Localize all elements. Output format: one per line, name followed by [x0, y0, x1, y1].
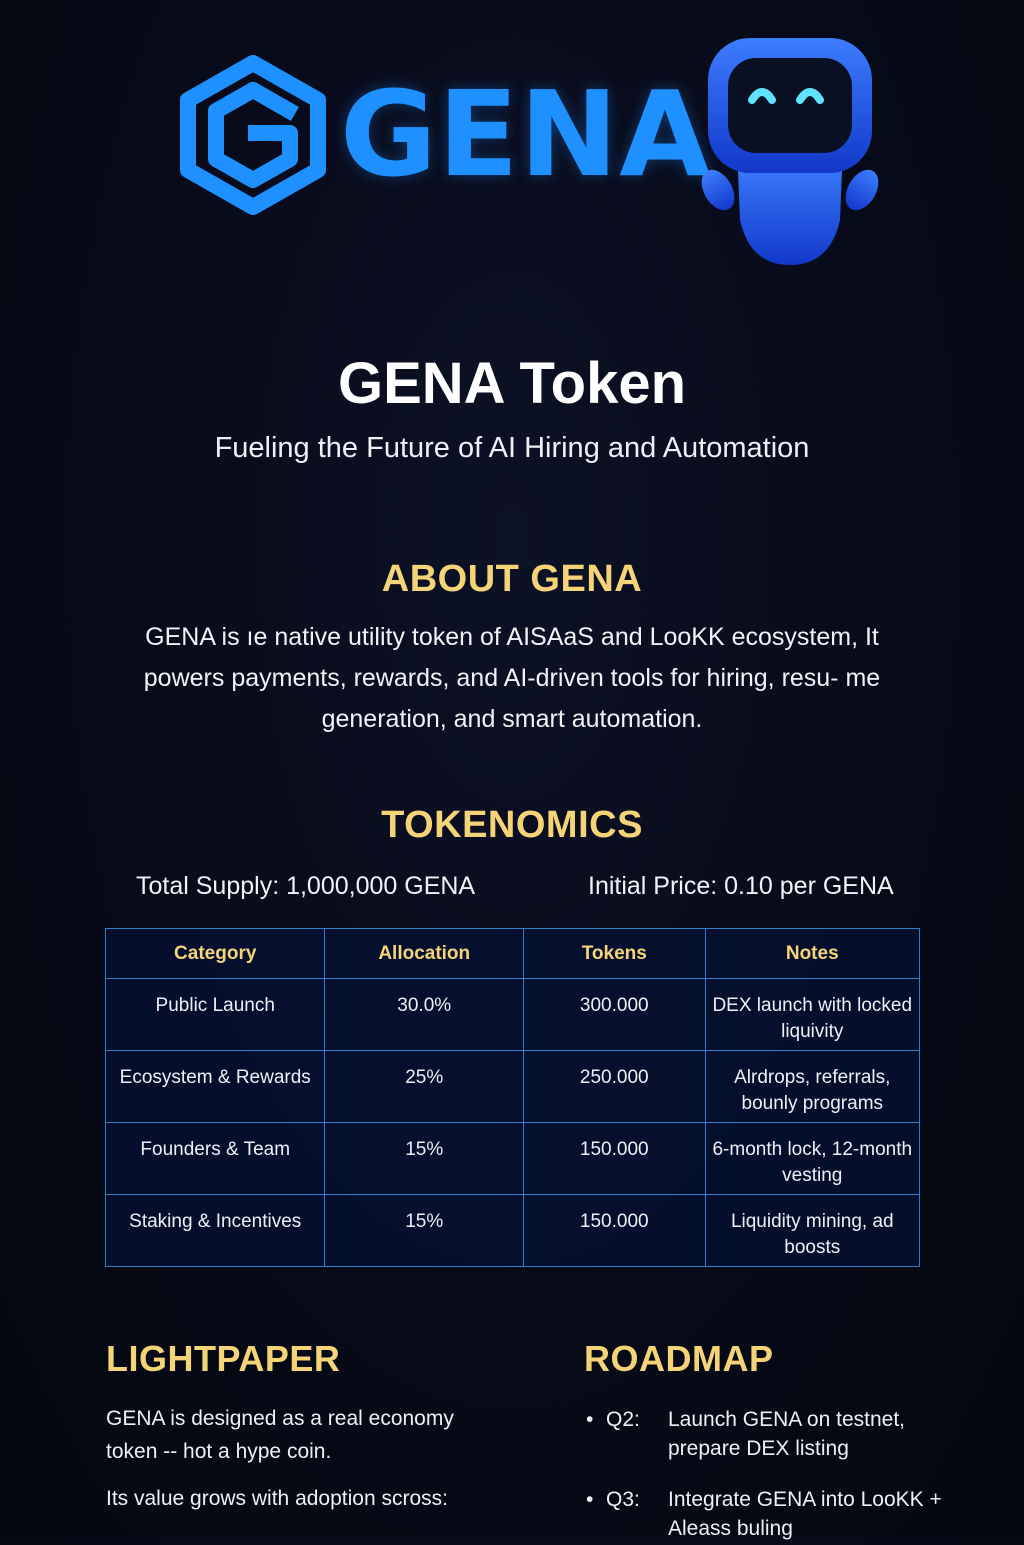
cell-notes: DEX launch with locked liquivity — [704, 978, 921, 1051]
table-row: Founders & Team 15% 150.000 6-month lock… — [104, 1122, 921, 1195]
lightpaper-heading: LIGHTPAPER — [106, 1338, 341, 1379]
roadmap-heading: ROADMAP — [584, 1338, 774, 1379]
table-row: Ecosystem & Rewards 25% 250.000 Alrdrops… — [104, 1050, 921, 1123]
roadmap-quarter: Q2: — [606, 1408, 640, 1431]
hero-title: GENA Token — [337, 351, 687, 416]
table-row: Staking & Incentives 15% 150.000 Liquidi… — [104, 1194, 921, 1267]
header-category: Category — [104, 928, 326, 979]
bullet-icon: • — [586, 1408, 594, 1431]
initial-price: Initial Price: 0.10 per GENA — [588, 872, 894, 900]
cell-tokens: 150.000 — [523, 1122, 706, 1195]
brand-wordmark: GENA — [340, 65, 712, 203]
cell-category: Founders & Team — [104, 1122, 326, 1195]
table-row: Public Launch 30.0% 300.000 DEX launch w… — [104, 978, 921, 1051]
cell-notes: 6-month lock, 12-month vesting — [704, 1122, 921, 1195]
bullet-icon: • — [586, 1488, 594, 1511]
header-tokens: Tokens — [523, 928, 706, 979]
cell-notes: Alrdrops, referrals, bounly programs — [704, 1050, 921, 1123]
roadmap-description: Launch GENA on testnet, prepare DEX list… — [668, 1408, 905, 1460]
tokenomics-table: Category Allocation Tokens Notes Public … — [104, 928, 921, 1267]
cell-allocation: 30.0% — [324, 978, 525, 1051]
gena-hexagon-logo-icon — [180, 55, 326, 215]
total-supply: Total Supply: 1,000,000 GENA — [136, 872, 476, 900]
about-heading: ABOUT GENA — [381, 558, 643, 600]
roadmap-quarter: Q3: — [606, 1488, 640, 1511]
cell-tokens: 250.000 — [523, 1050, 706, 1123]
cell-allocation: 25% — [324, 1050, 525, 1123]
cell-allocation: 15% — [324, 1194, 525, 1267]
cell-tokens: 300.000 — [523, 978, 706, 1051]
cell-allocation: 15% — [324, 1122, 525, 1195]
lightpaper-text: GENA is designed as a real economy token… — [106, 1407, 454, 1463]
header-allocation: Allocation — [324, 928, 525, 979]
cell-category: Public Launch — [104, 978, 326, 1051]
hero-subtitle: Fueling the Future of AI Hiring and Auto… — [214, 432, 810, 464]
table-header-row: Category Allocation Tokens Notes — [104, 928, 921, 979]
tokenomics-heading: TOKENOMICS — [381, 804, 643, 846]
about-description: GENA is ıe native utility token of AISAa… — [143, 623, 881, 733]
cell-category: Ecosystem & Rewards — [104, 1050, 326, 1123]
roadmap-item: • Q3: Integrate GENA into LooKK + Aleass… — [586, 1485, 986, 1545]
cell-category: Staking & Incentives — [104, 1194, 326, 1267]
lightpaper-text: Its value grows with adoption scross: — [106, 1487, 448, 1510]
cell-notes: Liquidity mining, ad boosts — [704, 1194, 921, 1267]
roadmap-description: Integrate GENA into LooKK + Aleass bulin… — [668, 1488, 942, 1540]
roadmap-item: • Q2: Launch GENA on testnet, prepare DE… — [586, 1405, 986, 1465]
header-notes: Notes — [704, 928, 921, 979]
cell-tokens: 150.000 — [523, 1194, 706, 1267]
robot-mascot-icon — [701, 38, 879, 265]
